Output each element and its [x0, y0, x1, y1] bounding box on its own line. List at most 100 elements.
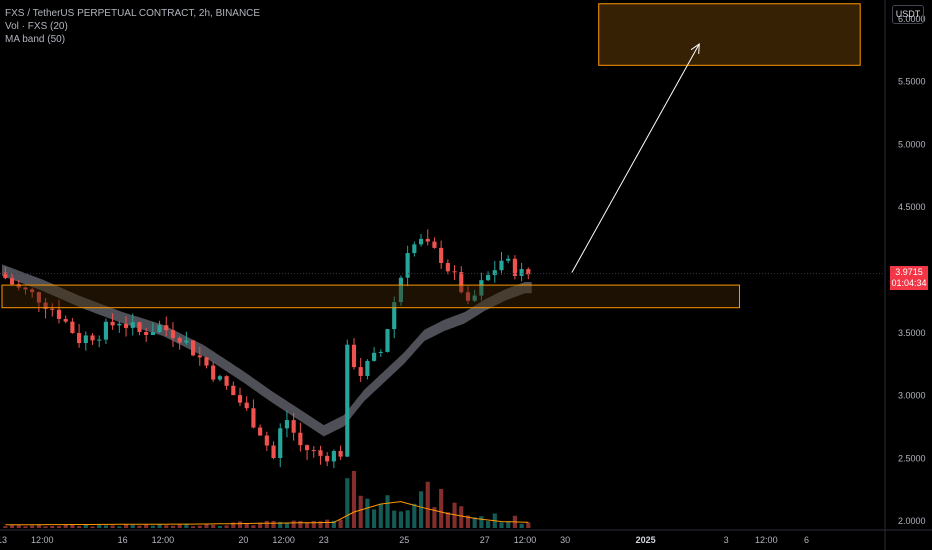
projection-arrow — [571, 43, 700, 273]
price-tick-label: 4.5000 — [898, 202, 926, 212]
candle-body — [123, 323, 129, 328]
volume-bar — [197, 525, 202, 528]
volume-bar — [271, 520, 276, 528]
candle-body — [97, 339, 102, 341]
candle-body — [50, 308, 55, 310]
candle-body — [224, 376, 229, 386]
candle-body — [130, 322, 135, 328]
currency-button[interactable]: USDT — [892, 5, 924, 24]
volume-bar — [90, 526, 95, 528]
candle-body — [418, 238, 424, 245]
candle-body — [512, 258, 517, 276]
last-price-tag: 3.9715 01:04:34 — [890, 265, 928, 290]
candle-body — [56, 309, 62, 319]
volume-bar — [211, 524, 216, 528]
volume-bar — [83, 525, 88, 528]
volume-bar — [97, 524, 102, 528]
time-tick-label: 12:00 — [272, 535, 295, 545]
candle-body — [144, 331, 149, 336]
candle-body — [304, 445, 310, 451]
candle-body — [311, 450, 316, 452]
volume-bar — [392, 510, 397, 528]
volume-bar — [338, 519, 343, 528]
volume-bar — [345, 478, 350, 528]
time-tick-label: 12:00 — [31, 535, 54, 545]
time-tick-label: 23 — [319, 535, 329, 545]
volume-bar — [459, 506, 464, 528]
candle-body — [217, 376, 222, 380]
candle-body — [63, 318, 68, 322]
candle-body — [197, 355, 202, 358]
volume-bar — [117, 526, 122, 528]
volume-bar — [358, 495, 363, 528]
volume-bar — [56, 526, 62, 528]
candle-body — [338, 450, 343, 457]
candle-body — [110, 321, 115, 326]
volume-bar — [439, 488, 444, 528]
candle-body — [70, 321, 75, 333]
candle-body — [439, 247, 444, 263]
candle-body — [16, 284, 21, 288]
time-tick-label: 20 — [238, 535, 248, 545]
volume-bar — [30, 525, 35, 528]
candle-body — [452, 271, 457, 273]
volume-bar — [70, 524, 75, 528]
candle-body — [284, 420, 290, 429]
legend-ma-band[interactable]: MA band (50) — [5, 34, 66, 45]
candle-body — [150, 332, 155, 336]
candle-body — [432, 241, 437, 248]
volume-bar — [278, 521, 283, 528]
candle-body — [157, 325, 162, 333]
volume-bar — [405, 510, 410, 528]
volume-bar — [378, 503, 383, 528]
volume-bar — [164, 525, 169, 528]
candle-body — [398, 277, 403, 303]
volume-bar — [144, 524, 149, 528]
volume-bar — [157, 523, 162, 528]
candle-body — [331, 450, 336, 462]
volume-bar — [365, 498, 370, 528]
legend-symbol[interactable]: FXS / TetherUS PERPETUAL CONTRACT, 2h, B… — [5, 8, 261, 19]
volume-bar — [472, 517, 477, 528]
candle-body — [358, 367, 363, 376]
candle-body — [237, 395, 243, 403]
arrow-head — [690, 42, 700, 54]
price-tick-label: 5.5000 — [898, 77, 926, 87]
candle-body — [204, 357, 209, 366]
time-tick-label: 12:00 — [514, 535, 537, 545]
volume-bar — [318, 521, 323, 528]
candle-body — [445, 262, 450, 272]
volume-bar — [217, 525, 222, 528]
volume-bar — [170, 525, 176, 528]
volume-bar — [519, 523, 524, 528]
volume-bar — [284, 523, 290, 528]
volume-bar — [304, 522, 310, 528]
volume-bar — [418, 491, 424, 528]
volume-bar — [137, 525, 142, 528]
candle-body — [385, 329, 390, 352]
volume-bar — [9, 524, 15, 528]
legend-volume[interactable]: Vol · FXS (20) — [5, 21, 68, 32]
volume-bar — [291, 520, 296, 528]
volume-bar — [244, 523, 249, 528]
candle-body — [9, 278, 15, 285]
volume-bars — [3, 470, 531, 528]
candle-body — [231, 385, 236, 396]
candle-body — [177, 338, 182, 343]
volume-bar — [36, 524, 41, 528]
volume-bar — [298, 520, 303, 528]
time-tick-label: 3 — [724, 535, 729, 545]
price-tick-label: 3.0000 — [898, 391, 926, 401]
candle-body — [345, 344, 350, 457]
price-tick-label: 6.0000 — [898, 14, 926, 24]
volume-bar — [264, 520, 269, 528]
time-tick-label: 12:00 — [755, 535, 778, 545]
candle-body — [405, 253, 410, 278]
volume-bar — [16, 524, 21, 528]
candle-body — [77, 332, 82, 344]
candle-body — [117, 323, 122, 326]
candle-body — [258, 427, 263, 436]
volume-bar — [191, 526, 196, 528]
price-tick-label: 5.0000 — [898, 139, 926, 149]
